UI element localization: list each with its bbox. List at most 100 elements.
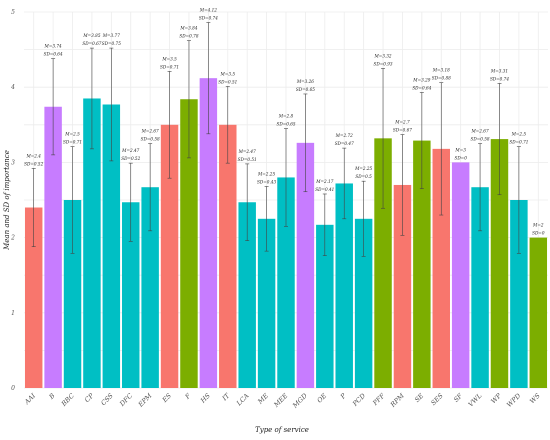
bar-css	[102, 104, 121, 388]
y-tick-labels: 0 1 2 3 4 5	[10, 9, 15, 392]
x-tick-label: WP	[489, 391, 503, 405]
x-tick-label: PFF	[371, 391, 387, 407]
sd-label: SD=0.52	[24, 161, 43, 166]
bar-es	[160, 124, 179, 389]
bar-wp	[490, 139, 509, 388]
x-tick-label: VWL	[467, 392, 484, 409]
sd-label: SD=0.74	[199, 16, 218, 21]
sd-label: SD=0.64	[412, 85, 431, 90]
mean-label: M=3.31	[490, 68, 508, 73]
x-tick-label: SES	[429, 391, 445, 407]
mean-label: M=3	[454, 147, 466, 152]
x-tick-label: WS	[528, 391, 542, 405]
mean-label: M=2.47	[121, 148, 139, 153]
y-tick-label: 0	[11, 385, 15, 392]
mean-label: M=2	[532, 223, 544, 228]
mean-label: M=2.72	[335, 133, 353, 138]
x-tick-label: SF	[452, 391, 464, 403]
bar-it	[219, 124, 237, 389]
sd-label: SD=0.58	[141, 137, 160, 142]
bar-aai	[24, 207, 43, 388]
mean-label: M=4.12	[199, 8, 217, 13]
bar-mee	[277, 177, 295, 388]
x-tick-label: ES	[160, 391, 173, 404]
mean-label: M=2.25	[354, 166, 372, 171]
mean-label: M=2.5	[64, 132, 80, 137]
mean-label: M=2.5	[511, 132, 527, 137]
bars-layer	[24, 78, 548, 389]
x-tick-label: MGD	[290, 391, 309, 410]
x-tick-label: DFC	[117, 392, 134, 409]
bar-hs	[199, 78, 218, 389]
bar-lca	[238, 202, 256, 388]
bar-oe	[316, 224, 334, 388]
y-tick-label: 1	[11, 310, 15, 317]
mean-label: M=3.74	[44, 44, 62, 49]
mean-label: M=3.26	[296, 79, 314, 84]
bar-se	[413, 140, 431, 388]
sd-label: SD=0.51	[218, 79, 237, 84]
sd-label: SD=0.71	[160, 64, 179, 69]
mean-label: M=2.67	[141, 129, 159, 134]
bar-epm	[141, 187, 159, 388]
bar-pcd	[354, 218, 373, 388]
x-tick-label: EPM	[136, 392, 154, 410]
x-tick-label: HS	[198, 391, 212, 405]
x-tick-label: LCA	[234, 392, 250, 408]
sd-label: SD=0.65	[276, 122, 295, 127]
mean-label: M=3.32	[373, 53, 391, 58]
sd-label: SD=0.41	[315, 187, 334, 192]
y-axis-title: Mean and SD of importance	[3, 150, 11, 251]
x-tick-label: MEE	[272, 392, 290, 410]
mean-label: M=3.18	[432, 68, 450, 73]
x-tick-label: PCD	[350, 391, 367, 408]
x-axis-title: Type of service	[255, 426, 309, 434]
bar-ws	[529, 237, 548, 388]
sd-label: SD=0.78	[179, 34, 198, 39]
bar-dfc	[122, 202, 140, 388]
sd-label: SD=0.67	[393, 128, 412, 133]
error-bars-layer	[31, 22, 521, 257]
mean-label: M=2.4	[25, 153, 41, 158]
sd-label: SD=0.64	[44, 52, 63, 57]
sd-label: SD=0.74	[490, 76, 509, 81]
x-tick-label: OE	[315, 392, 328, 405]
y-tick-label: 5	[11, 9, 15, 16]
bar-vwl	[471, 187, 489, 388]
sd-label: SD=0.71	[509, 140, 528, 145]
sd-label: SD=0.88	[432, 76, 451, 81]
mean-label: M=3.77	[102, 33, 120, 38]
bar-wpd	[510, 200, 528, 388]
sd-label: SD=0.75	[102, 41, 121, 46]
x-tick-label: CSS	[99, 391, 115, 407]
bar-b	[44, 106, 62, 388]
mean-label: M=2.47	[238, 149, 256, 154]
mean-label: M=2.25	[257, 171, 275, 176]
x-tick-label: RPM	[388, 392, 406, 410]
x-tick-label: WPD	[505, 391, 523, 409]
bar-pff	[374, 138, 392, 388]
mean-label: M=2.17	[315, 179, 333, 184]
mean-label: M=2.67	[471, 129, 489, 134]
bar-cp	[83, 98, 101, 388]
bar-rpm	[393, 184, 412, 388]
sd-label: SD=0.5	[355, 174, 372, 179]
y-tick-label: 3	[11, 159, 15, 166]
sd-label: SD=0.58	[471, 137, 490, 142]
x-tick-label: CP	[83, 391, 96, 404]
sd-label: SD=0.71	[63, 140, 82, 145]
sd-label: SD=0.52	[121, 156, 140, 161]
mean-label: M=3.85	[82, 33, 100, 38]
mean-label: M=2.8	[278, 114, 294, 119]
y-tick-label: 4	[10, 84, 15, 91]
x-tick-label: F	[183, 391, 193, 401]
mean-label: M=3.5	[161, 56, 177, 61]
y-tick-label: 2	[10, 235, 15, 242]
sd-label: SD=0.93	[374, 61, 393, 66]
bar-me	[257, 218, 276, 388]
mean-label: M=3.29	[412, 77, 430, 82]
x-tick-label: AAI	[22, 391, 37, 406]
sd-label: SD=0.51	[238, 157, 257, 162]
mean-label: M=3.5	[220, 71, 236, 76]
sd-label: SD=0.43	[257, 179, 276, 184]
